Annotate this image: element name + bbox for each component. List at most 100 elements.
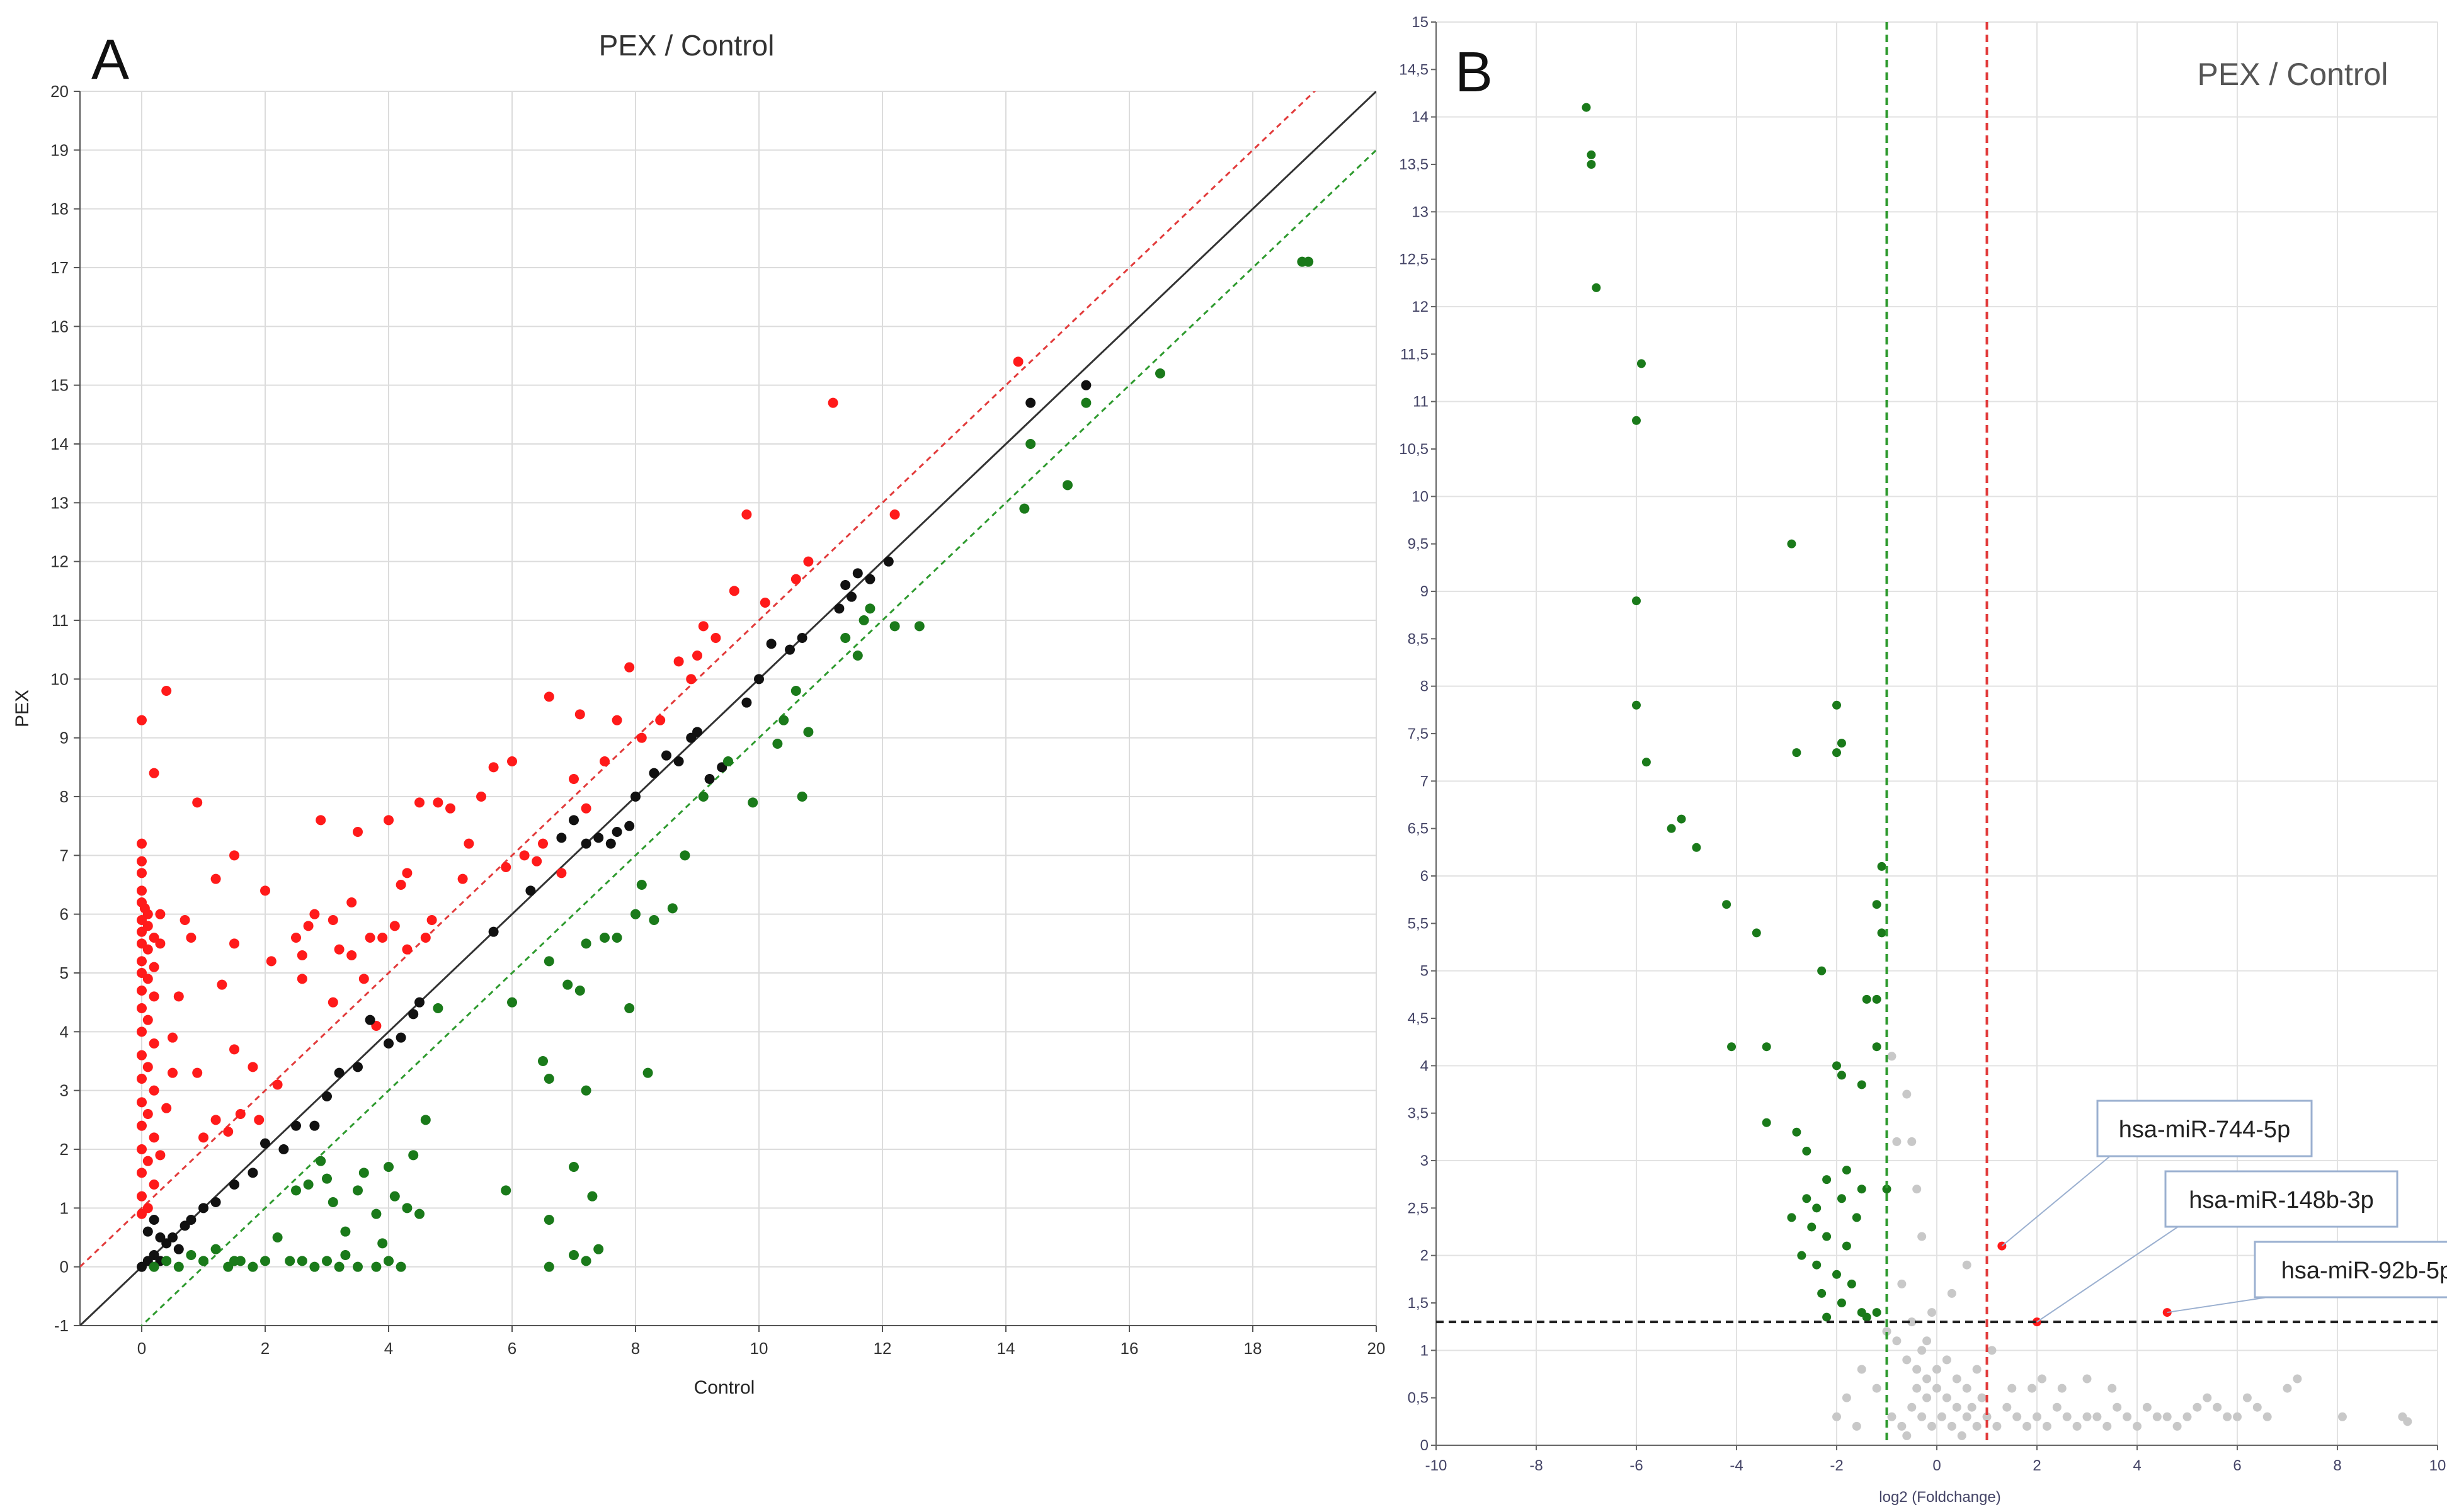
data-point xyxy=(562,979,573,990)
x-tick-label: 10 xyxy=(2429,1457,2446,1474)
data-point xyxy=(149,768,159,778)
data-point xyxy=(155,938,166,949)
data-point xyxy=(2142,1402,2152,1412)
data-point xyxy=(297,1256,307,1266)
y-tick-label: 16 xyxy=(50,317,69,336)
data-point xyxy=(2092,1412,2102,1421)
data-point xyxy=(149,1261,159,1272)
y-tick-label: 6 xyxy=(1420,868,1429,885)
data-point xyxy=(569,1162,579,1172)
y-tick-label: 17 xyxy=(50,258,69,277)
data-point xyxy=(1587,150,1596,159)
data-point xyxy=(538,838,548,849)
data-point xyxy=(1155,368,1165,378)
data-point xyxy=(1922,1336,1932,1346)
data-point xyxy=(2193,1402,2202,1412)
data-point xyxy=(272,1079,283,1090)
data-point xyxy=(334,1261,345,1272)
y-tick-label: 14 xyxy=(50,435,69,453)
data-point xyxy=(840,633,851,643)
data-point xyxy=(137,1097,147,1108)
data-point xyxy=(1025,439,1036,449)
data-point xyxy=(612,715,622,725)
x-tick-label: 8 xyxy=(2333,1457,2341,1474)
x-tick-label: -8 xyxy=(1529,1457,1543,1474)
data-point xyxy=(488,762,499,773)
x-tick-label: 12 xyxy=(874,1339,892,1358)
data-point xyxy=(581,1085,591,1096)
scatter-chart-a: 0 2 4 6 8 10 12 14 16 18 20-1012345678910111213141… xyxy=(12,28,1385,1398)
y-tick-label: 4,5 xyxy=(1408,1010,1429,1027)
data-point xyxy=(2057,1384,2067,1393)
data-point xyxy=(272,1232,283,1242)
data-point xyxy=(649,915,659,925)
data-point xyxy=(334,1067,345,1078)
data-point xyxy=(328,997,338,1008)
y-tick-label: 1,5 xyxy=(1408,1295,1429,1312)
data-point xyxy=(636,732,647,743)
data-point xyxy=(1947,1288,1956,1298)
data-point xyxy=(852,651,863,661)
data-point xyxy=(889,621,900,632)
data-point xyxy=(1897,1421,1907,1431)
data-point xyxy=(260,1256,270,1266)
data-point xyxy=(1817,1288,1827,1298)
data-point xyxy=(248,1261,258,1272)
data-point xyxy=(1952,1374,1961,1384)
data-point xyxy=(328,1197,338,1207)
x-tick-label: 2 xyxy=(261,1339,270,1358)
data-point xyxy=(371,1208,382,1219)
y-tick-label: 13 xyxy=(50,493,69,512)
data-point xyxy=(334,944,345,955)
data-point xyxy=(186,1250,197,1260)
y-tick-label: 11 xyxy=(1413,394,1429,411)
data-point xyxy=(1842,1166,1851,1175)
data-point xyxy=(217,979,227,990)
data-point xyxy=(673,756,684,766)
data-point xyxy=(137,1120,147,1131)
data-point xyxy=(248,1062,258,1072)
plot-area xyxy=(1436,22,2438,1445)
data-point xyxy=(2028,1384,2037,1393)
y-tick-label: 15 xyxy=(1412,14,1429,31)
data-point xyxy=(1872,1042,1881,1052)
data-point xyxy=(389,921,400,931)
callout-box xyxy=(2164,1170,2399,1228)
data-point xyxy=(1877,928,1886,938)
data-point xyxy=(1667,824,1676,833)
data-point xyxy=(1752,928,1761,938)
data-point xyxy=(266,956,277,967)
data-point xyxy=(173,991,184,1002)
data-point xyxy=(1837,1194,1846,1203)
data-point xyxy=(285,1256,295,1266)
y-tick-label: 13,5 xyxy=(1399,156,1429,173)
data-point xyxy=(2337,1412,2347,1421)
data-point xyxy=(142,1015,153,1025)
data-point xyxy=(1902,1431,1912,1440)
data-point xyxy=(680,850,690,861)
data-point xyxy=(501,862,511,872)
data-point xyxy=(168,1032,178,1043)
data-point xyxy=(889,509,900,520)
y-tick-label: 12 xyxy=(1412,298,1429,315)
y-axis-label-a: PEX xyxy=(12,690,33,727)
data-point xyxy=(655,715,666,725)
data-point xyxy=(1762,1042,1771,1052)
y-tick-label: 7 xyxy=(1420,773,1429,790)
data-point xyxy=(1641,758,1651,767)
data-point xyxy=(346,897,357,907)
y-tick-label: 13 xyxy=(1412,203,1429,220)
data-point xyxy=(1822,1312,1832,1322)
data-point xyxy=(1013,356,1024,367)
chart-title-b: PEX / Control xyxy=(2198,57,2388,92)
data-point xyxy=(328,915,338,925)
y-tick-label: 9,5 xyxy=(1408,536,1429,553)
data-point xyxy=(630,909,641,919)
data-point xyxy=(1019,503,1030,514)
data-point xyxy=(155,909,166,919)
data-point xyxy=(1817,966,1827,975)
data-point xyxy=(198,1132,208,1143)
data-point xyxy=(834,603,845,614)
x-tick-label: 2 xyxy=(2033,1457,2041,1474)
y-tick-label: 0 xyxy=(1420,1437,1429,1454)
